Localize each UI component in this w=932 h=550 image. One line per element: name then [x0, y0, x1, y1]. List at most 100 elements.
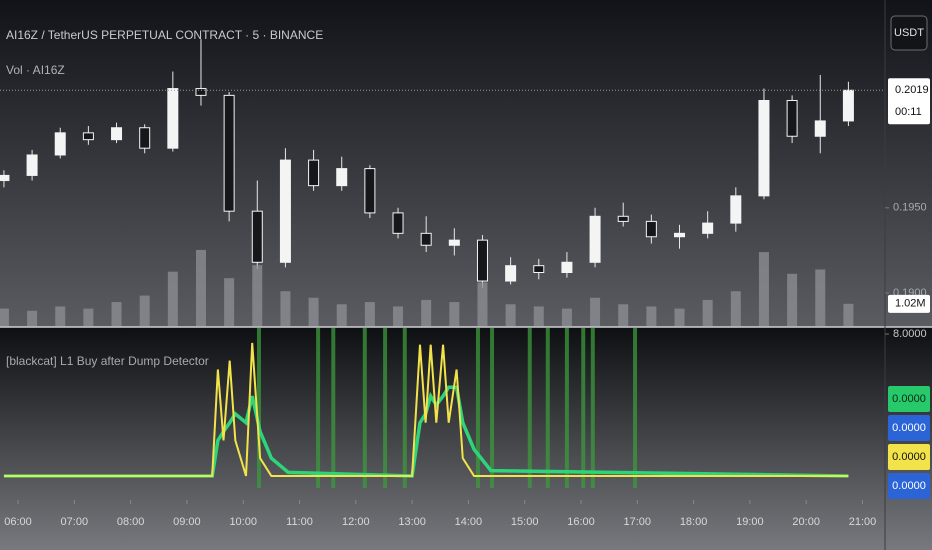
- signal-bar: [362, 328, 367, 488]
- signal-bar: [331, 328, 336, 488]
- value-box: [888, 444, 930, 470]
- volume-bar: [618, 304, 629, 326]
- x-tick-label: 09:00: [173, 516, 201, 528]
- y-tick-label: 8.0000: [893, 328, 927, 340]
- signal-bar: [545, 328, 550, 488]
- volume-bar: [224, 278, 235, 326]
- signal-bar: [581, 328, 586, 488]
- x-tick-label: 13:00: [398, 516, 426, 528]
- x-tick-label: 21:00: [849, 516, 877, 528]
- volume-bar: [533, 306, 544, 326]
- candle-body: [448, 239, 460, 246]
- currency[interactable]: USDT: [894, 27, 924, 39]
- volume-bar: [167, 271, 178, 326]
- candle-body: [589, 215, 601, 263]
- candle-body: [82, 132, 94, 141]
- volume-bar: [421, 299, 432, 326]
- currency-button[interactable]: [890, 15, 928, 51]
- last-price: 0.2019: [895, 84, 929, 96]
- volume-bar: [758, 252, 769, 326]
- candle-body: [476, 239, 488, 282]
- countdown: 00:11: [895, 106, 922, 118]
- candle-body: [702, 222, 714, 234]
- volume-bar: [83, 308, 94, 326]
- value-box-label: 0.0000: [892, 422, 926, 434]
- symbol-title: AI16Z / TetherUS PERPETUAL CONTRACT · 5 …: [6, 28, 323, 42]
- x-tick-label: 06:00: [4, 516, 32, 528]
- signal-bar: [402, 328, 407, 488]
- candle-body: [533, 265, 545, 273]
- value-box: [888, 386, 930, 412]
- x-tick-label: 14:00: [455, 516, 483, 528]
- candle-body: [842, 89, 854, 122]
- value-box-label: 0.0000: [892, 393, 926, 405]
- candle-body: [505, 265, 517, 282]
- candle-body: [111, 127, 123, 141]
- x-tick-label: 18:00: [680, 516, 708, 528]
- x-tick-label: 20:00: [792, 516, 820, 528]
- candle-body: [730, 195, 742, 224]
- candle-body: [814, 120, 826, 137]
- volume-bar: [674, 308, 685, 326]
- signal-bar: [475, 328, 480, 488]
- volume-bar: [308, 297, 319, 326]
- value-box-label: 0.0000: [892, 480, 926, 492]
- volume-bar: [590, 297, 601, 326]
- volume-last-box: [888, 294, 930, 313]
- candle-body: [54, 132, 66, 156]
- signal-bar: [590, 328, 595, 488]
- candle-body: [0, 174, 10, 182]
- value-box: [888, 473, 930, 499]
- signal-bar: [633, 328, 638, 488]
- value-box-label: 0.0000: [892, 451, 926, 463]
- candle-body: [617, 215, 629, 222]
- x-tick-label: 16:00: [567, 516, 595, 528]
- indicator-pane: [0, 327, 932, 550]
- candle-body: [758, 99, 770, 197]
- candle-body: [139, 127, 151, 149]
- y-tick-label: 0.1950: [893, 202, 927, 214]
- signal-bar: [490, 328, 495, 488]
- signal-bar: [256, 328, 261, 488]
- x-tick-label: 12:00: [342, 516, 370, 528]
- volume-bar: [139, 295, 150, 326]
- volume-bar: [364, 302, 375, 326]
- volume-bar: [111, 302, 122, 326]
- volume-bar: [280, 291, 291, 326]
- volume-bar: [646, 306, 657, 326]
- signal-bar: [527, 328, 532, 488]
- candle-body: [223, 94, 235, 212]
- candle-body: [364, 168, 376, 214]
- candle-body: [251, 210, 263, 263]
- indicator-line: [3, 342, 849, 477]
- volume-last: 1.02M: [895, 298, 926, 310]
- volume-bar: [843, 303, 854, 326]
- x-tick-label: 17:00: [624, 516, 652, 528]
- x-tick-label: 15:00: [511, 516, 539, 528]
- x-tick-label: 07:00: [61, 516, 89, 528]
- volume-bar: [252, 265, 263, 326]
- volume-bar: [702, 299, 713, 326]
- volume-bar: [55, 306, 66, 326]
- volume-bar: [449, 302, 460, 326]
- volume-bar: [0, 308, 9, 326]
- volume-bar: [730, 291, 741, 326]
- x-tick-label: 19:00: [736, 516, 764, 528]
- volume-bar: [393, 306, 404, 326]
- candle-body: [195, 88, 207, 96]
- candle-body: [561, 261, 573, 273]
- volume-bar: [477, 282, 488, 326]
- candle-body: [279, 159, 291, 263]
- candle-body: [336, 168, 348, 187]
- candle-body: [420, 232, 432, 246]
- volume-bar: [195, 249, 206, 326]
- candle-body: [645, 220, 657, 238]
- candle-body: [674, 232, 686, 238]
- price-pane: [0, 0, 932, 327]
- volume-bar: [815, 269, 826, 326]
- x-tick-label: 11:00: [286, 516, 313, 528]
- value-box: [888, 415, 930, 441]
- candle-body: [26, 154, 38, 176]
